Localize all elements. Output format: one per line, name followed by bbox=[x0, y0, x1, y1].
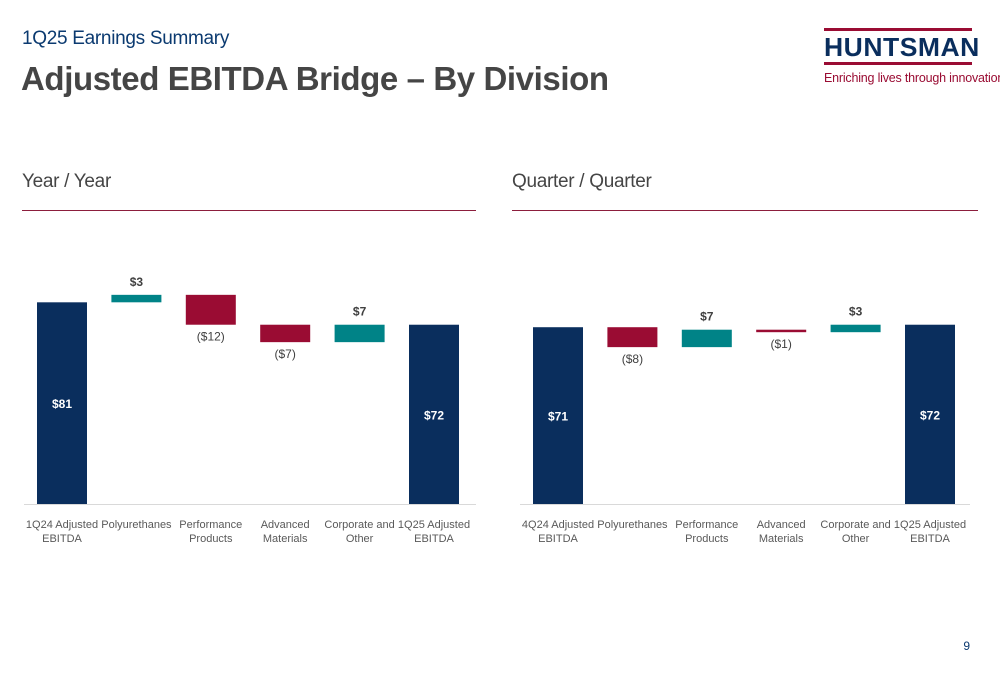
data-label-yoy-2: ($12) bbox=[197, 330, 225, 344]
logo-bar-bottom bbox=[824, 62, 972, 65]
category-label-qoq-4-1: Other bbox=[842, 533, 870, 545]
category-label-yoy-0-0: 1Q24 Adjusted bbox=[26, 519, 98, 531]
data-label-yoy-0: $81 bbox=[52, 397, 72, 411]
section-rule-quarter bbox=[512, 210, 978, 211]
slide-title: Adjusted EBITDA Bridge – By Division bbox=[21, 60, 609, 97]
bar-qoq-1 bbox=[607, 327, 658, 348]
bar-yoy-5 bbox=[409, 324, 459, 504]
section-title-quarter: Quarter / Quarter bbox=[512, 171, 652, 192]
bar-yoy-1 bbox=[111, 294, 162, 303]
category-label-qoq-4-0: Corporate and bbox=[820, 519, 890, 531]
category-label-yoy-2-0: Performance bbox=[179, 519, 242, 531]
category-label-qoq-5-0: 1Q25 Adjusted bbox=[894, 519, 966, 531]
category-label-qoq-3-0: Advanced bbox=[757, 519, 806, 531]
category-label-qoq-1-0: Polyurethanes bbox=[597, 519, 668, 531]
category-label-yoy-5-1: EBITDA bbox=[414, 533, 454, 545]
section-rule-year bbox=[22, 210, 476, 211]
data-label-yoy-4: $7 bbox=[353, 305, 367, 319]
logo-wordmark: HUNTSMAN bbox=[824, 32, 980, 62]
huntsman-logo: HUNTSMAN Enriching lives through innovat… bbox=[824, 28, 1000, 85]
data-label-yoy-3: ($7) bbox=[275, 347, 296, 361]
data-label-yoy-1: $3 bbox=[130, 275, 144, 289]
category-label-yoy-4-1: Other bbox=[346, 533, 374, 545]
data-label-qoq-1: ($8) bbox=[622, 352, 643, 366]
category-label-qoq-0-1: EBITDA bbox=[538, 533, 578, 545]
data-label-qoq-0: $71 bbox=[548, 410, 568, 424]
waterfall-chart-year-over-year: $81 1Q24 Adjusted EBITDA $3 Polyurethanes ($1… bbox=[24, 275, 476, 545]
category-label-yoy-0-1: EBITDA bbox=[42, 533, 82, 545]
bar-yoy-0 bbox=[37, 302, 87, 504]
bar-qoq-5 bbox=[905, 324, 955, 504]
slide-subtitle: 1Q25 Earnings Summary bbox=[22, 28, 230, 49]
data-label-qoq-2: $7 bbox=[700, 310, 714, 324]
data-label-qoq-4: $3 bbox=[849, 305, 863, 319]
category-label-yoy-5-0: 1Q25 Adjusted bbox=[398, 519, 470, 531]
category-label-qoq-3-1: Materials bbox=[759, 533, 804, 545]
page-number: 9 bbox=[963, 639, 970, 653]
category-label-yoy-4-0: Corporate and bbox=[324, 519, 394, 531]
category-label-qoq-2-1: Products bbox=[685, 533, 729, 545]
category-label-qoq-2-0: Performance bbox=[675, 519, 738, 531]
category-label-yoy-1-0: Polyurethanes bbox=[101, 519, 172, 531]
bar-qoq-2 bbox=[681, 329, 732, 348]
section-title-year: Year / Year bbox=[22, 171, 111, 192]
bar-qoq-4 bbox=[830, 324, 881, 333]
waterfall-chart-quarter-over-quarter: $71 4Q24 Adjusted EBITDA ($8) Polyurethanes $… bbox=[520, 305, 970, 545]
category-label-yoy-2-1: Products bbox=[189, 533, 233, 545]
category-label-qoq-5-1: EBITDA bbox=[910, 533, 950, 545]
category-label-yoy-3-1: Materials bbox=[263, 533, 308, 545]
data-label-qoq-3: ($1) bbox=[771, 337, 792, 351]
bar-yoy-2 bbox=[185, 294, 236, 325]
data-label-yoy-5: $72 bbox=[424, 408, 444, 422]
bar-yoy-3 bbox=[260, 324, 311, 343]
bar-qoq-0 bbox=[533, 327, 583, 504]
bar-qoq-3 bbox=[756, 329, 807, 333]
logo-tagline: Enriching lives through innovation bbox=[824, 71, 1000, 85]
category-label-yoy-3-0: Advanced bbox=[261, 519, 310, 531]
logo-bar-top bbox=[824, 28, 972, 31]
bar-yoy-4 bbox=[334, 324, 385, 343]
category-label-qoq-0-0: 4Q24 Adjusted bbox=[522, 519, 594, 531]
data-label-qoq-5: $72 bbox=[920, 408, 940, 422]
